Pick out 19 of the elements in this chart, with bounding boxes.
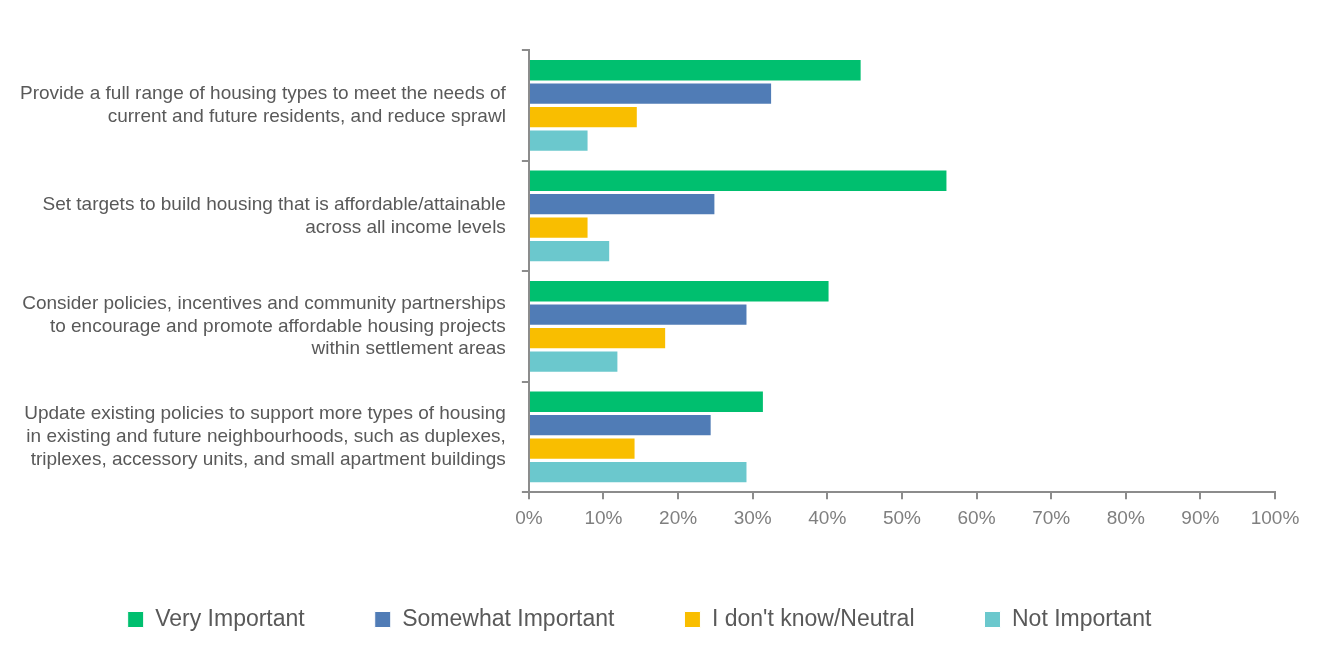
x-tick-label: 0% bbox=[515, 506, 543, 528]
x-tick-label: 100% bbox=[1250, 506, 1300, 528]
x-tick-label: 60% bbox=[957, 506, 996, 528]
x-tick-label: 70% bbox=[1032, 506, 1071, 528]
x-tick-label: 10% bbox=[584, 506, 623, 528]
x-tick-label: 30% bbox=[733, 506, 772, 528]
legend-label: Somewhat Important bbox=[402, 604, 616, 631]
x-tick-label: 50% bbox=[882, 506, 922, 528]
x-tick-label: 40% bbox=[808, 506, 847, 528]
legend-label: Very Important bbox=[155, 604, 306, 631]
x-tick-label: 80% bbox=[1106, 506, 1145, 528]
y-tick-label: Provide a full range of housing types to meet the needs of current and future residents, and reduce sprawl bbox=[19, 82, 507, 127]
y-tick-label: Set targets to build housing that is affordable/attainable across all income levels bbox=[42, 192, 506, 237]
legend-label: I don't know/Neutral bbox=[711, 604, 915, 631]
legend-label: Not Important bbox=[1012, 604, 1152, 631]
y-tick-label: Update existing policies to support more types of housing in existing and future neighbourhoods, such as duplexes, triplexes, accessory units, and small apartment buildings bbox=[24, 402, 506, 469]
x-tick-label: 20% bbox=[659, 506, 698, 528]
x-tick-label: 90% bbox=[1181, 506, 1220, 528]
y-tick-label: Consider policies, incentives and community partnerships to encourage and promote affordable housing projects within settlement areas bbox=[22, 291, 506, 359]
